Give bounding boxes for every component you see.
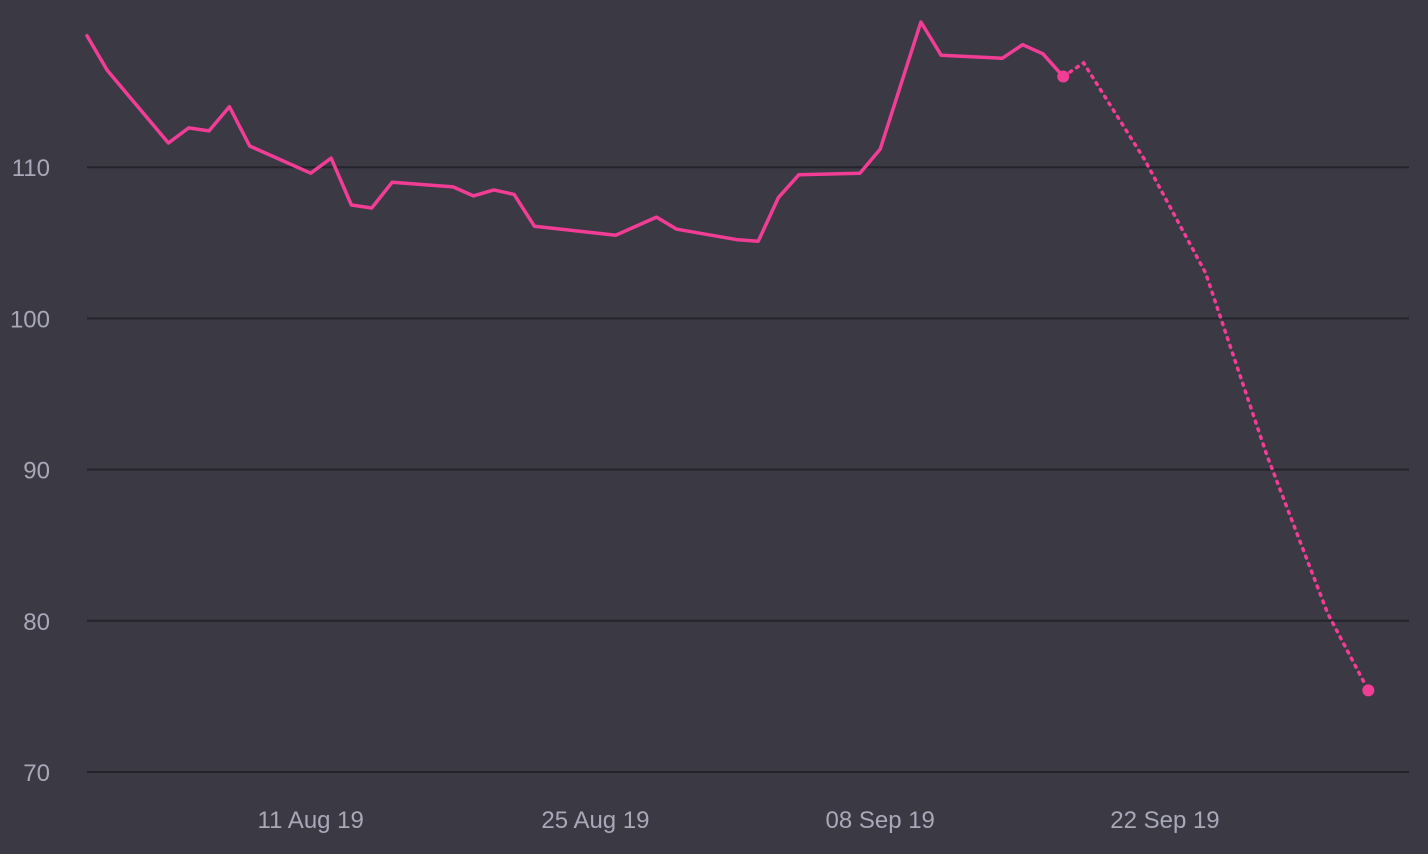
grid-layer [87, 166, 1409, 773]
y-tick-label-80: 80 [23, 609, 50, 636]
series-layer [85, 20, 1375, 697]
forecast-series-line [1061, 60, 1371, 693]
x-tick-label-2: 08 Sep 19 [825, 807, 934, 834]
forecast-end-point-marker[interactable] [1362, 684, 1375, 697]
y-tick-label-110: 110 [12, 155, 50, 182]
y-tick-label-70: 70 [23, 760, 50, 787]
price-series-line [85, 20, 1065, 244]
y-tick-label-90: 90 [23, 458, 50, 485]
y-axis: 70 80 90 100 110 [10, 155, 50, 787]
last-actual-point-marker[interactable] [1057, 70, 1070, 83]
y-tick-label-100: 100 [10, 306, 50, 333]
x-axis: 11 Aug 19 25 Aug 19 08 Sep 19 22 Sep 19 [258, 807, 1220, 834]
x-tick-label-1: 25 Aug 19 [541, 807, 649, 834]
x-tick-label-3: 22 Sep 19 [1110, 807, 1219, 834]
x-tick-label-0: 11 Aug 19 [258, 807, 364, 834]
